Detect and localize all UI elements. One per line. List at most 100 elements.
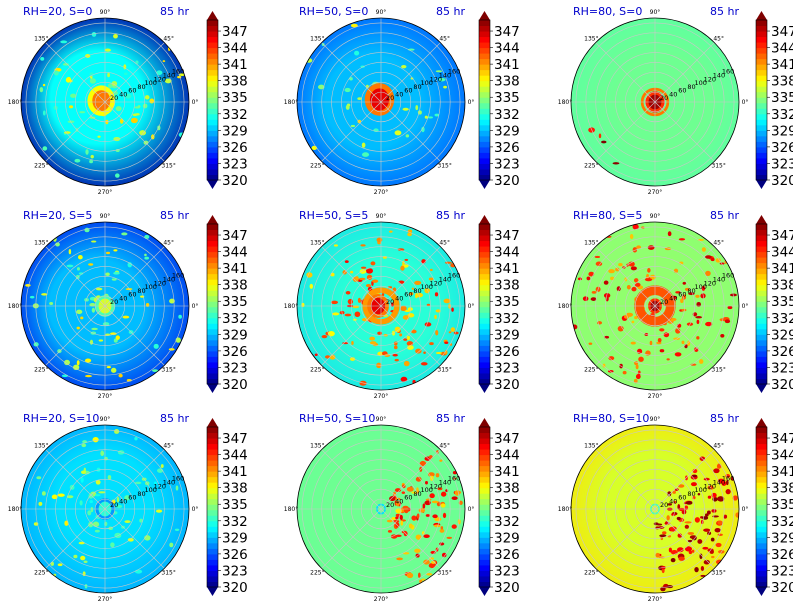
colorbar-tick-label: 332 bbox=[494, 311, 520, 327]
convective-cell bbox=[415, 476, 422, 482]
convective-cell bbox=[89, 72, 94, 77]
convective-cell bbox=[677, 547, 684, 553]
colorbar-segment bbox=[756, 548, 767, 555]
convective-cell bbox=[350, 124, 356, 128]
colorbar-segment bbox=[479, 581, 490, 588]
convective-cell bbox=[684, 524, 689, 529]
convective-cell bbox=[370, 261, 376, 266]
colorbar-segment bbox=[479, 64, 490, 71]
convective-cell bbox=[670, 558, 676, 563]
theta-tick-label: 225° bbox=[584, 367, 598, 374]
convective-cell bbox=[681, 308, 687, 312]
convective-cell bbox=[144, 253, 147, 257]
convective-cell bbox=[717, 533, 723, 536]
convective-cell bbox=[325, 355, 331, 359]
colorbar-segment bbox=[207, 372, 218, 379]
convective-cell bbox=[69, 105, 74, 109]
colorbar-segment bbox=[756, 581, 767, 588]
theta-tick-label: 270° bbox=[648, 393, 662, 400]
colorbar-segment bbox=[207, 102, 218, 109]
colorbar-segment bbox=[479, 526, 490, 533]
colorbar-segment bbox=[479, 509, 490, 516]
theta-tick-label: 0° bbox=[742, 506, 749, 513]
convective-cell bbox=[618, 263, 623, 267]
convective-cell bbox=[90, 154, 94, 159]
convective-cell bbox=[174, 528, 180, 531]
convective-cell bbox=[105, 272, 110, 276]
convective-cell bbox=[604, 335, 610, 339]
r-tick-label: 80 bbox=[137, 83, 145, 91]
convective-cell bbox=[311, 145, 318, 151]
colorbar-tick-label: 338 bbox=[494, 481, 520, 497]
colorbar-segment bbox=[756, 64, 767, 71]
colorbar-segment bbox=[756, 449, 767, 456]
convective-cell bbox=[386, 519, 393, 523]
colorbar-segment bbox=[479, 31, 490, 38]
convective-cell bbox=[41, 491, 46, 496]
r-tick-label: 20 bbox=[386, 94, 394, 102]
convective-cell bbox=[66, 495, 74, 499]
colorbar-segment bbox=[207, 520, 218, 527]
colorbar-tick-label: 335 bbox=[771, 294, 793, 310]
colorbar-segment bbox=[479, 498, 490, 505]
colorbar-tick-label: 323 bbox=[222, 156, 248, 172]
r-tick-label: 140 bbox=[713, 479, 725, 487]
convective-cell bbox=[361, 266, 367, 269]
theta-tick-label: 135° bbox=[310, 442, 324, 449]
r-tick-label: 120 bbox=[154, 482, 166, 490]
convective-cell bbox=[377, 331, 383, 335]
convective-cell bbox=[591, 291, 597, 294]
convective-cell bbox=[700, 566, 705, 571]
convective-cell bbox=[700, 574, 706, 577]
angular-gridline bbox=[45, 42, 106, 103]
colorbar-segment bbox=[479, 367, 490, 374]
colorbar-segment bbox=[207, 284, 218, 291]
colorbar-segment bbox=[756, 91, 767, 98]
convective-cell bbox=[635, 364, 639, 370]
theta-tick-label: 45° bbox=[713, 442, 724, 449]
convective-cell bbox=[667, 491, 672, 497]
colorbar-tick-label: 329 bbox=[222, 123, 248, 139]
colorbar-segment bbox=[756, 476, 767, 483]
convective-cell bbox=[91, 327, 98, 331]
colorbar-segment bbox=[756, 80, 767, 87]
colorbar-extend-min bbox=[756, 384, 767, 393]
convective-cell bbox=[439, 459, 443, 462]
colorbar-tick-label: 347 bbox=[771, 431, 793, 447]
convective-cell bbox=[387, 529, 393, 533]
colorbar-segment bbox=[756, 531, 767, 538]
convective-cell bbox=[626, 284, 631, 290]
colorbar-segment bbox=[479, 262, 490, 269]
convective-cell bbox=[428, 277, 434, 281]
convective-cell bbox=[715, 258, 721, 263]
convective-cell bbox=[703, 528, 711, 532]
colorbar-tick-label: 326 bbox=[222, 547, 248, 563]
colorbar-segment bbox=[479, 75, 490, 82]
colorbar-tick-label: 344 bbox=[222, 245, 248, 261]
colorbar-segment bbox=[479, 323, 490, 330]
convective-cell bbox=[647, 268, 651, 273]
convective-cell bbox=[127, 537, 134, 542]
convective-cell bbox=[696, 336, 700, 340]
colorbar-tick-label: 329 bbox=[222, 530, 248, 546]
convective-cell bbox=[70, 93, 77, 98]
angular-gridline bbox=[380, 246, 441, 307]
r-tick-label: 100 bbox=[144, 486, 156, 494]
colorbar-tick-label: 320 bbox=[494, 173, 520, 189]
convective-cell bbox=[705, 255, 712, 259]
theta-tick-label: 0° bbox=[468, 303, 475, 310]
colorbar-segment bbox=[207, 42, 218, 49]
convective-cell bbox=[309, 283, 314, 289]
theta-tick-label: 270° bbox=[374, 393, 388, 400]
convective-cell bbox=[434, 314, 437, 320]
colorbar-segment bbox=[207, 64, 218, 71]
colorbar-extend-min bbox=[207, 587, 218, 596]
convective-cell bbox=[433, 524, 441, 528]
r-tick-label: 80 bbox=[687, 490, 695, 498]
panel-title: RH=50, S=10 bbox=[299, 412, 375, 425]
r-tick-label: 60 bbox=[128, 494, 136, 502]
colorbar-segment bbox=[756, 246, 767, 253]
convective-cell bbox=[707, 485, 714, 490]
convective-cell bbox=[344, 87, 351, 93]
colorbar-segment bbox=[756, 157, 767, 164]
